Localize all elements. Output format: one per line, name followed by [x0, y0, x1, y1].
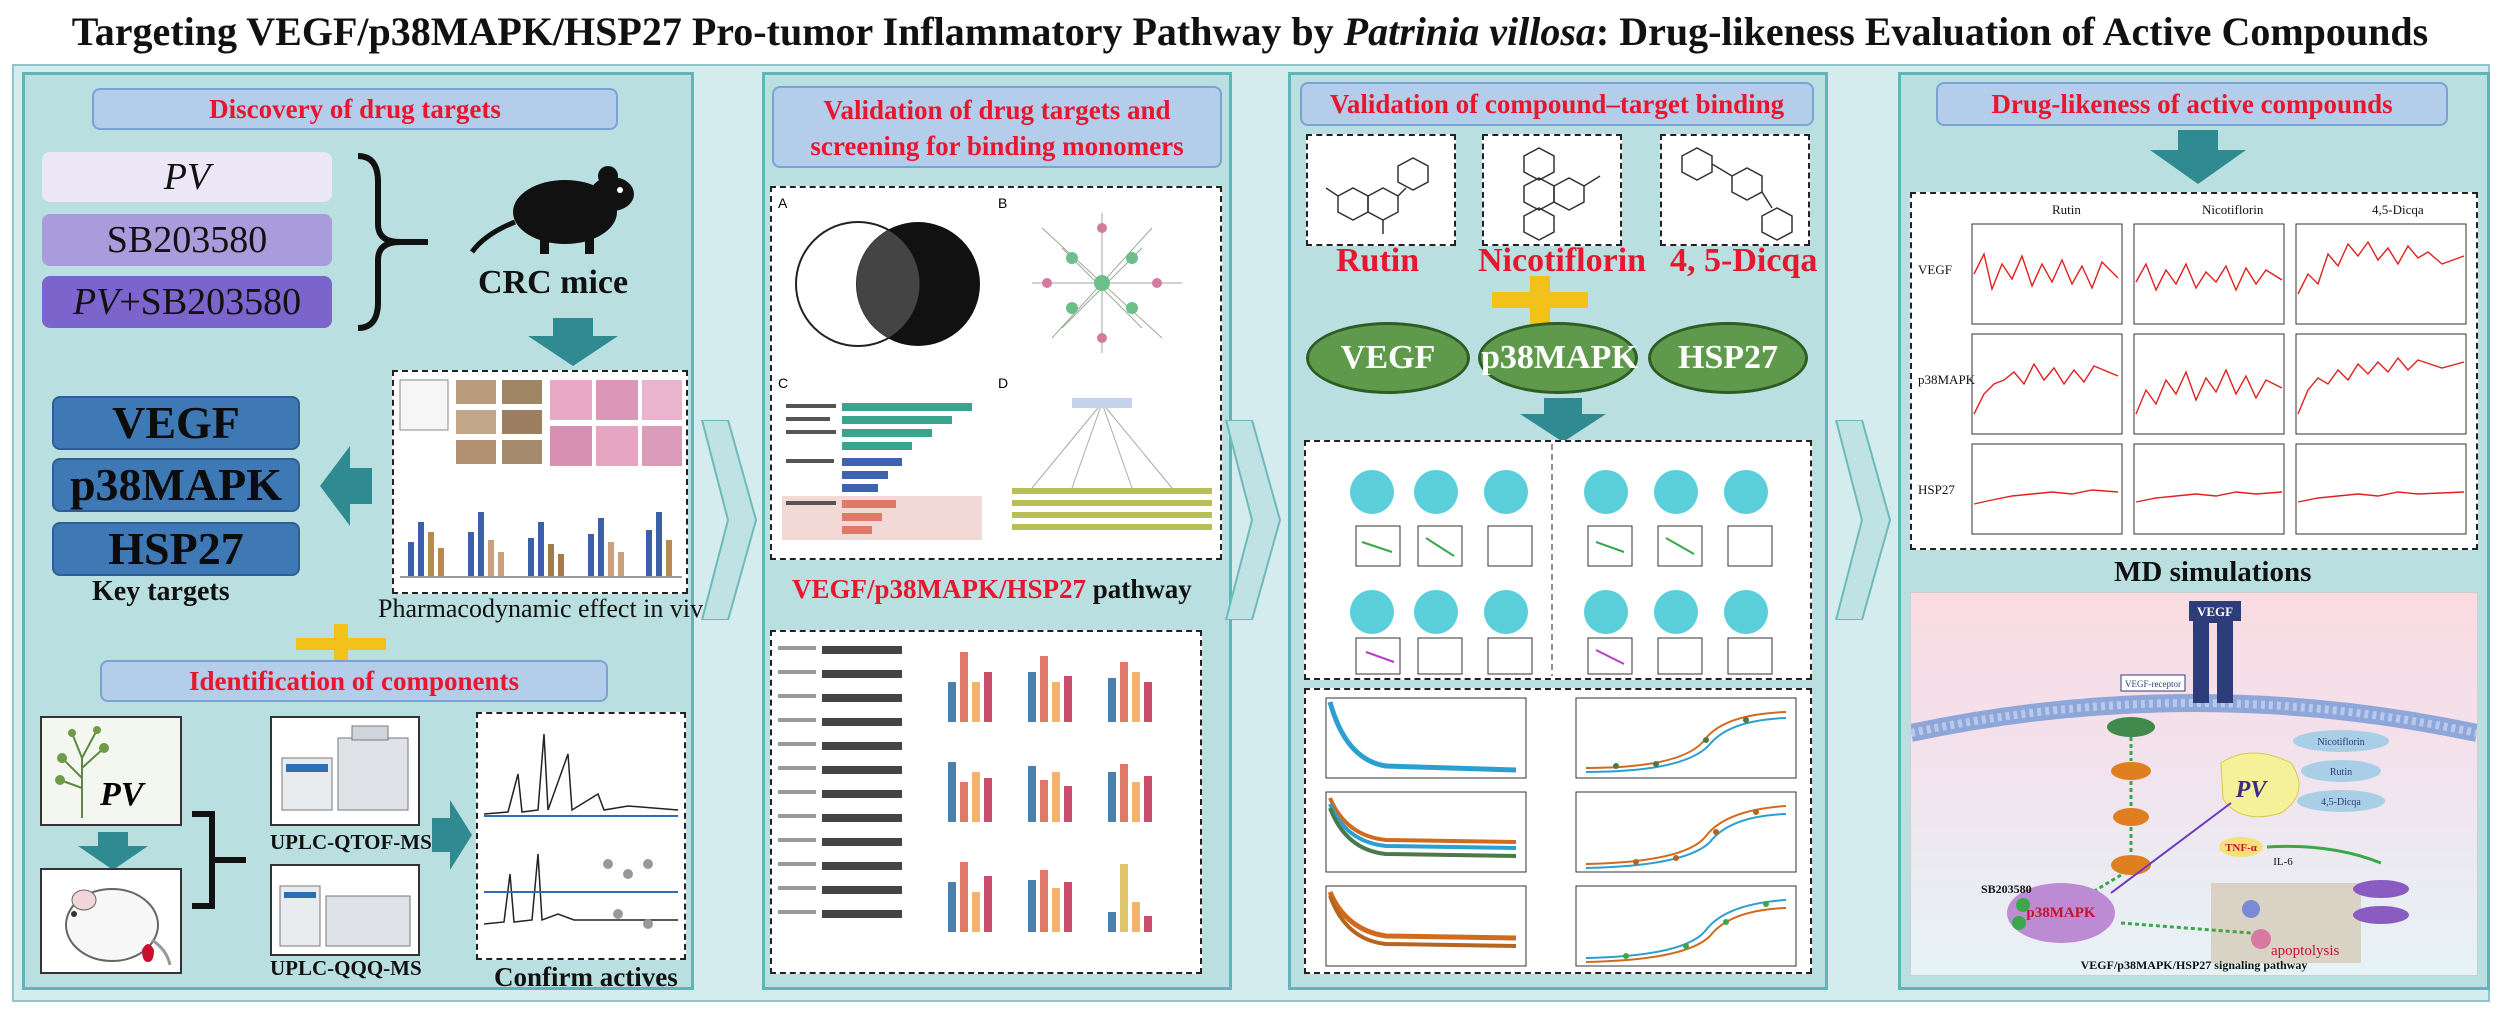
pathway-tnf-label: TNF-α: [2225, 842, 2258, 854]
md-col-dicqa: 4,5-Dicqa: [2372, 202, 2424, 217]
plus-icon: [296, 624, 386, 664]
crc-mice-label: CRC mice: [478, 264, 629, 301]
pathway-compound-nicotiflorin: Nicotiflorin: [2317, 737, 2364, 748]
arrow-down-icon: [78, 832, 148, 870]
confirm-actives-label: Confirm actives: [494, 962, 678, 992]
pathway-label: VEGF/p38MAPK/HSP27 pathway: [792, 574, 1192, 604]
pathway-pv-label: PV: [2235, 777, 2269, 803]
main-title: Targeting VEGF/p38MAPK/HSP27 Pro-tumor I…: [71, 9, 2429, 54]
pathway-receptor-label: VEGF-receptor: [2125, 679, 2181, 689]
pathway-compound-dicqa: 4,5-Dicqa: [2321, 797, 2361, 808]
target-p38mapk: p38MAPK: [52, 458, 300, 512]
md-simulations-label: MD simulations: [2114, 556, 2312, 588]
pathway-il6-label: IL-6: [2273, 856, 2293, 868]
md-simulation-figure: Rutin Nicotiflorin 4,5-Dicqa VEGF p38MAP…: [1910, 192, 2478, 550]
compound-dicqa-label: 4, 5-Dicqa: [1670, 242, 1818, 279]
identification-header: Identification of components: [100, 660, 608, 702]
binding-curves-figure: [1304, 688, 1812, 974]
nicotiflorin-structure: [1482, 134, 1622, 246]
plus-icon: [1492, 276, 1588, 326]
group-pv-sb203580: PV+SB203580: [42, 276, 332, 328]
md-col-nicotiflorin: Nicotiflorin: [2202, 202, 2264, 217]
compound-nicotiflorin-label: Nicotiflorin: [1478, 242, 1647, 279]
protein-vegf: VEGF: [1306, 322, 1470, 394]
md-col-rutin: Rutin: [2052, 202, 2081, 217]
group-sb203580: SB203580: [42, 214, 332, 266]
discovery-header: Discovery of drug targets: [92, 88, 618, 130]
md-row-hsp27: HSP27: [1918, 482, 1955, 497]
signaling-pathway-diagram: VEGF VEGF-receptor p38MAPK SB203580 PV N…: [1910, 592, 2478, 976]
target-vegf: VEGF: [52, 396, 300, 450]
pathway-p38-label: p38MAPK: [2026, 905, 2095, 921]
binding-header: Validation of compound–target binding: [1300, 82, 1814, 126]
group-brace: [357, 153, 428, 331]
mouse-blood-image: [40, 868, 182, 974]
target-hsp27: HSP27: [52, 522, 300, 576]
protein-p38mapk: p38MAPK: [1478, 322, 1638, 394]
uplc-qqq-label: UPLC-QQQ-MS: [270, 956, 422, 980]
protein-hsp27: HSP27: [1648, 322, 1808, 394]
network-pharmacology-figure: A B C D: [770, 186, 1222, 560]
pathway-sb-label: SB203580: [1981, 882, 2032, 896]
uplc-qtof-label: UPLC-QTOF-MS: [270, 830, 432, 854]
rutin-structure: [1306, 134, 1456, 246]
svg-text:D: D: [998, 375, 1008, 391]
pathway-apoptosis-label: apoptolysis: [2271, 943, 2339, 959]
arrow-left-icon: [320, 446, 372, 526]
svg-text:C: C: [778, 375, 788, 391]
uplc-qtof-instrument: [270, 716, 420, 826]
group-pv: PV: [42, 152, 332, 202]
dicqa-structure: [1660, 134, 1810, 246]
plant-image: PV: [40, 716, 182, 826]
drug-likeness-header: Drug-likeness of active compounds: [1936, 82, 2448, 126]
arrow-down-icon: [528, 318, 618, 366]
pv-plant-label: PV: [100, 776, 144, 813]
compound-rutin-label: Rutin: [1336, 242, 1420, 279]
pathway-caption: VEGF/p38MAPK/HSP27 signaling pathway: [2081, 958, 2308, 972]
validation-header: Validation of drug targets and screening…: [772, 86, 1222, 168]
arrow-down-icon: [2150, 130, 2246, 184]
chevron-right-icon: [1224, 420, 1282, 620]
chromatogram-figure: [476, 712, 686, 960]
arrow-right-icon: [432, 800, 472, 870]
pathway-compound-rutin: Rutin: [2330, 767, 2352, 778]
pathway-vegf-label: VEGF: [2197, 604, 2233, 619]
chevron-right-icon: [700, 420, 758, 620]
svg-text:A: A: [778, 195, 788, 211]
docking-figure: [1304, 440, 1812, 680]
arrow-down-icon: [1520, 398, 1606, 442]
uplc-qqq-instrument: [270, 864, 420, 956]
key-targets-label: Key targets: [92, 576, 230, 607]
mouse-icon: [470, 166, 634, 254]
chevron-right-icon: [1834, 420, 1892, 620]
md-row-vegf: VEGF: [1918, 262, 1952, 277]
svg-text:B: B: [998, 195, 1007, 211]
pharmacodynamic-figure: [392, 370, 688, 594]
pharmacodynamic-caption: Pharmacodynamic effect in vivo: [378, 594, 717, 623]
md-row-p38mapk: p38MAPK: [1918, 372, 1976, 387]
bracket-icon: [192, 811, 246, 909]
western-blot-figure: [770, 630, 1202, 974]
